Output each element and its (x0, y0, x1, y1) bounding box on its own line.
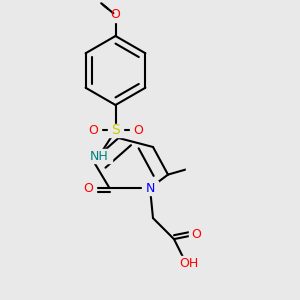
Text: S: S (111, 124, 120, 137)
Text: NH: NH (90, 149, 108, 163)
Text: N: N (145, 182, 155, 195)
Bar (142, 181, 158, 195)
Bar (186, 162, 192, 175)
Text: OH: OH (179, 256, 199, 270)
Text: O: O (84, 182, 93, 195)
Bar (108, 8, 123, 22)
Text: O: O (133, 124, 143, 137)
Text: O: O (88, 124, 98, 137)
Bar (130, 124, 146, 137)
Bar (94, 0, 100, 7)
Bar (85, 124, 101, 137)
Bar (81, 181, 96, 195)
Text: O: O (192, 228, 201, 241)
Text: O: O (111, 8, 120, 22)
Bar (176, 256, 202, 270)
Bar (189, 228, 204, 241)
Bar (108, 124, 123, 137)
Bar (86, 149, 112, 163)
